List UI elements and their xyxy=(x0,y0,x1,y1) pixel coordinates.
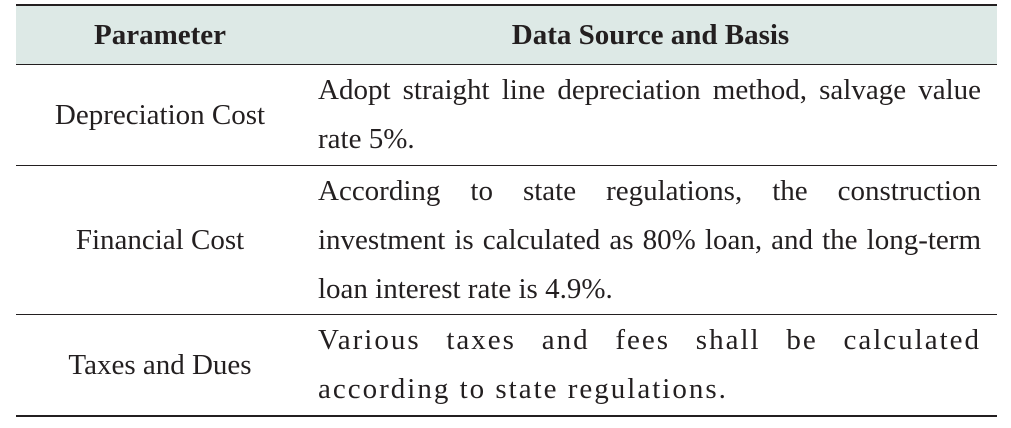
table-row: Taxes and Dues Various taxes and fees sh… xyxy=(16,314,997,417)
table-body: Depreciation Cost Adopt straight line de… xyxy=(16,64,997,417)
parameter-table-container: Parameter Data Source and Basis Deprecia… xyxy=(16,4,997,417)
basis-cell: Various taxes and fees shall be calculat… xyxy=(304,314,997,417)
header-parameter: Parameter xyxy=(16,4,304,65)
header-data-source: Data Source and Basis xyxy=(304,4,997,65)
basis-cell: According to state regulations, the cons… xyxy=(304,165,997,315)
parameter-cell: Taxes and Dues xyxy=(16,314,304,417)
table-row: Depreciation Cost Adopt straight line de… xyxy=(16,64,997,166)
basis-cell: Adopt straight line depreciation method,… xyxy=(304,64,997,166)
table-row: Financial Cost According to state regula… xyxy=(16,165,997,315)
header-row: Parameter Data Source and Basis xyxy=(16,4,997,65)
parameter-cell: Financial Cost xyxy=(16,165,304,315)
parameter-table: Parameter Data Source and Basis Deprecia… xyxy=(16,4,997,417)
parameter-cell: Depreciation Cost xyxy=(16,64,304,166)
table-header: Parameter Data Source and Basis xyxy=(16,4,997,65)
